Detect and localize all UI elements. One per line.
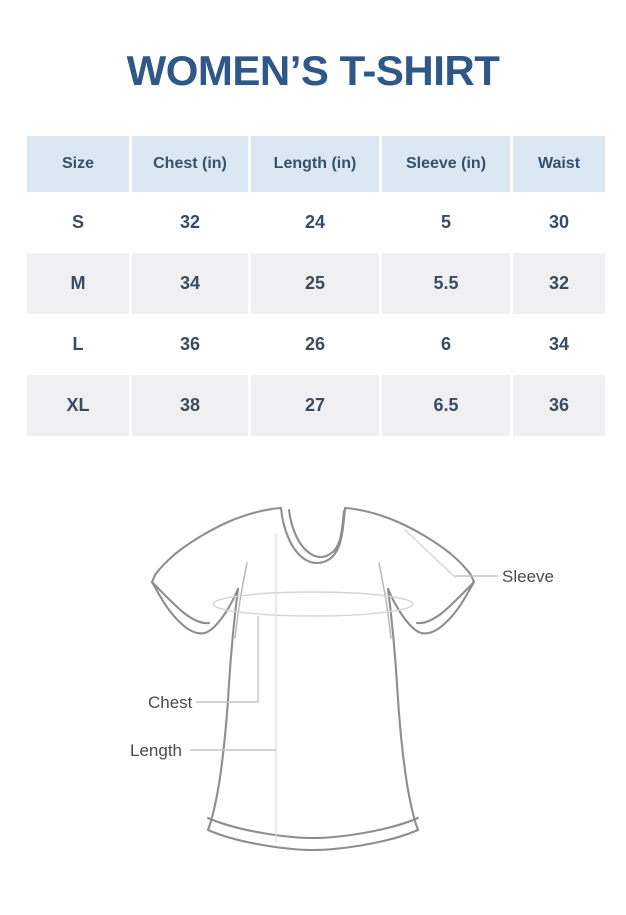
cell-sleeve: 6.5: [382, 375, 510, 436]
column-header-sleeve: Sleeve (in): [382, 136, 510, 192]
sleeve-length-indicator: [404, 529, 457, 579]
cell-length: 27: [251, 375, 379, 436]
cell-waist: 36: [513, 375, 605, 436]
column-header-waist: Waist: [513, 136, 605, 192]
cell-length: 25: [251, 253, 379, 314]
cell-chest: 34: [132, 253, 248, 314]
leader-lines: [190, 575, 498, 751]
cell-waist: 34: [513, 314, 605, 375]
table-header-row: Size Chest (in) Length (in) Sleeve (in) …: [27, 136, 605, 192]
cell-waist: 32: [513, 253, 605, 314]
tshirt-outline: [150, 506, 476, 852]
table-row: XL 38 27 6.5 36: [27, 375, 605, 436]
cell-chest: 36: [132, 314, 248, 375]
cell-sleeve: 6: [382, 314, 510, 375]
column-header-size: Size: [27, 136, 129, 192]
table-row: M 34 25 5.5 32: [27, 253, 605, 314]
page-title: WOMEN’S T-SHIRT: [126, 47, 500, 94]
cell-sleeve: 5.5: [382, 253, 510, 314]
cell-chest: 38: [132, 375, 248, 436]
cell-length: 26: [251, 314, 379, 375]
cell-sleeve: 5: [382, 192, 510, 253]
table-row: S 32 24 5 30: [27, 192, 605, 253]
column-header-length: Length (in): [251, 136, 379, 192]
cell-waist: 30: [513, 192, 605, 253]
cell-size: M: [27, 253, 129, 314]
cell-chest: 32: [132, 192, 248, 253]
size-chart-table: Size Chest (in) Length (in) Sleeve (in) …: [24, 136, 608, 436]
table-row: L 36 26 6 34: [27, 314, 605, 375]
cell-size: L: [27, 314, 129, 375]
cell-size: XL: [27, 375, 129, 436]
cell-size: S: [27, 192, 129, 253]
seam-guides: [234, 562, 392, 639]
label-chest: Chest: [148, 693, 193, 712]
label-length: Length: [130, 741, 182, 760]
cell-length: 24: [251, 192, 379, 253]
chest-measure-guide: [212, 591, 414, 617]
label-sleeve: Sleeve: [502, 567, 554, 586]
garment-diagram: Sleeve Chest Length: [0, 470, 626, 915]
column-header-chest: Chest (in): [132, 136, 248, 192]
chest-leader-line: [196, 616, 259, 703]
